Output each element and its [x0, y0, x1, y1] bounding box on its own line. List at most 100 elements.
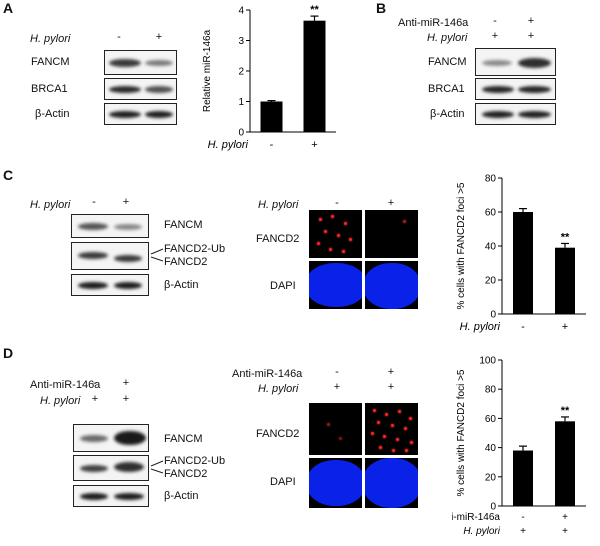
chart-a: 0 1 2 3 4 Relative miR-146a - ** + H. pylori — [202, 4, 336, 151]
chart-c: 0 20 40 60 80 % cells with FANCD2 foci >5 - ** +… — [456, 174, 586, 333]
micrograph-d-dapi-control — [309, 458, 362, 508]
blot-a-brca1 — [104, 78, 177, 100]
chart-a-ylabel: Relative miR-146a — [202, 29, 213, 112]
panel-d-hpylori-label: H. pylori — [40, 395, 81, 407]
chart-d-tick-label-3: 60 — [485, 414, 497, 425]
panel-c-sign-minus: - — [92, 196, 96, 208]
chart-c-significance-1: ** — [561, 231, 570, 243]
panel-a-hpylori-label: H. pylori — [30, 33, 71, 45]
panel-c-sign-plus: + — [122, 196, 130, 208]
chart-c-tick-label-1: 20 — [485, 276, 497, 287]
chart-d-tick-label-1: 20 — [485, 472, 497, 483]
chart-d-ylabel: % cells with FANCD2 foci >5 — [456, 369, 467, 496]
chart-a-tick-label-4: 4 — [238, 6, 244, 17]
chart-c-tick-label-3: 60 — [485, 208, 497, 219]
chart-a-bar-1 — [303, 20, 326, 132]
chart-d-cat-1-0: + — [520, 526, 526, 537]
panel-b-hp-sign-1: + — [491, 30, 499, 42]
panel-b-hpylori-label: H. pylori — [427, 32, 468, 44]
chart-d-cat-0-1: + — [562, 512, 568, 523]
panel-c-band-pointers — [150, 248, 164, 262]
chart-a-cat-0: - — [270, 139, 274, 151]
panel-c-micro-label-fancd2: FANCD2 — [256, 233, 300, 245]
panel-d-micro-hp-sign-2: + — [387, 381, 395, 393]
panel-d-micro-anti-label: Anti-miR-146a — [232, 368, 303, 380]
panel-b-anti-label: Anti-miR-146a — [398, 17, 469, 29]
blot-b-actin — [475, 103, 556, 125]
panel-c-micro-hpylori-label: H. pylori — [258, 199, 299, 211]
panel-c-micro-sign-minus: - — [335, 197, 339, 209]
panel-c-label-fancd2: FANCD2 — [164, 256, 208, 268]
panel-d-label-actin: β-Actin — [164, 490, 199, 502]
panel-d-micro-anti-sign-2: + — [387, 366, 395, 378]
chart-c-cat-1: + — [562, 321, 568, 333]
blot-d-actin — [73, 485, 149, 507]
micrograph-d-fancd2-control — [309, 403, 362, 455]
panel-b-anti-sign-2: + — [527, 15, 535, 27]
panel-d-hp-sign-1: + — [91, 393, 99, 405]
panel-d-micro-label-fancd2: FANCD2 — [256, 428, 300, 440]
blot-d-fancm — [73, 424, 149, 452]
chart-a-cat-1: + — [311, 139, 317, 151]
panel-c-letter: C — [3, 167, 14, 183]
panel-a-label-fancm: FANCM — [31, 56, 70, 68]
blot-b-fancm — [475, 48, 556, 76]
panel-a-sign-minus: - — [117, 31, 121, 43]
panel-d-label-fancd2: FANCD2 — [164, 468, 208, 480]
chart-a-tick-label-0: 0 — [238, 128, 244, 139]
panel-a-label-brca1: BRCA1 — [31, 83, 68, 95]
chart-c-bar-1 — [555, 247, 575, 314]
chart-a-bar-0 — [260, 101, 283, 132]
micrograph-d-fancd2-anti — [365, 403, 418, 455]
panel-d-micro-hpylori-label: H. pylori — [258, 383, 299, 395]
blot-c-actin — [71, 274, 149, 296]
chart-d-cat-1-1: + — [562, 526, 568, 537]
panel-c-micro-label-dapi: DAPI — [270, 280, 296, 292]
chart-d-tick-label-0: 0 — [490, 502, 496, 513]
chart-c-tick-label-2: 40 — [485, 242, 497, 253]
chart-a-tick-label-3: 3 — [238, 36, 244, 47]
chart-a-tick-label-2: 2 — [238, 67, 244, 78]
chart-a-xlabel: H. pylori — [208, 139, 249, 151]
blot-a-actin — [104, 103, 177, 125]
panel-d-anti-sign-2: + — [122, 377, 130, 389]
chart-a-tick-label-1: 1 — [238, 97, 244, 108]
panel-d-anti-label: Anti-miR-146a — [30, 379, 101, 391]
blot-d-fancd2 — [73, 455, 149, 481]
panel-b-letter: B — [376, 0, 387, 16]
chart-c-ylabel: % cells with FANCD2 foci >5 — [456, 182, 467, 309]
panel-b-label-brca1: BRCA1 — [428, 83, 465, 95]
chart-d-bar-1 — [555, 421, 575, 506]
panel-d-label-fancm: FANCM — [164, 433, 203, 445]
panel-c-label-actin: β-Actin — [164, 279, 199, 291]
chart-c-tick-label-4: 80 — [485, 174, 497, 185]
panel-d-hp-sign-2: + — [122, 393, 130, 405]
panel-c-label-fancm: FANCM — [164, 219, 203, 231]
panel-d-band-pointers — [150, 460, 164, 474]
chart-c-cat-0: - — [521, 321, 525, 333]
micrograph-d-dapi-anti — [365, 458, 418, 508]
micrograph-c-dapi-control — [309, 261, 362, 309]
panel-a-label-actin: β-Actin — [35, 108, 70, 120]
chart-a-significance-1: ** — [310, 4, 319, 16]
panel-b-label-fancm: FANCM — [428, 56, 467, 68]
chart-c-tick-label-0: 0 — [490, 310, 496, 321]
micrograph-c-fancd2-control — [309, 210, 362, 258]
chart-d: 0 20 40 60 80 100 % cells with FANCD2 foci >5 -… — [452, 356, 586, 537]
panel-c-hpylori-label: H. pylori — [30, 199, 71, 211]
panel-a-sign-plus: + — [155, 31, 163, 43]
panel-d-label-fancd2ub: FANCD2-Ub — [164, 455, 226, 467]
panel-b-label-actin: β-Actin — [430, 108, 465, 120]
chart-d-bar-0 — [513, 450, 533, 506]
chart-c-bar-0 — [513, 212, 533, 314]
blot-c-fancd2 — [71, 242, 149, 270]
panel-c-micro-sign-plus: + — [387, 197, 395, 209]
micrograph-c-dapi-hpylori — [365, 261, 418, 309]
blot-b-brca1 — [475, 78, 556, 100]
panel-d-letter: D — [3, 345, 14, 361]
panel-d-anti-sign-1: - — [93, 377, 97, 389]
panel-d-micro-anti-sign-1: - — [335, 366, 339, 378]
chart-d-cat-0-0: - — [521, 512, 524, 523]
blot-a-fancm — [104, 50, 177, 75]
chart-d-xlabel-1: H. pylori — [463, 526, 500, 537]
